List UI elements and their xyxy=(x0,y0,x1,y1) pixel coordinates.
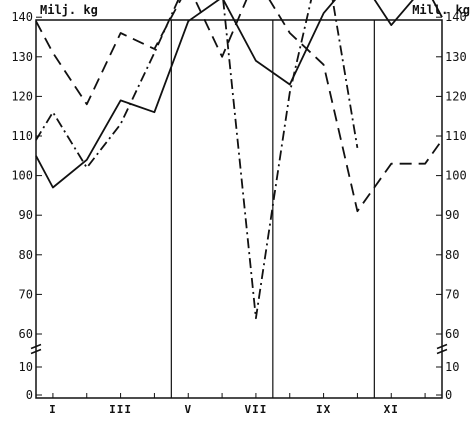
right-y-tick-label: 140 xyxy=(445,10,467,24)
x-tick-label: III xyxy=(109,403,132,416)
left-y-tick-label: 110 xyxy=(11,129,33,143)
plot-frame xyxy=(35,19,443,399)
right-y-tick-label: 130 xyxy=(445,50,467,64)
right-y-tick-label: 90 xyxy=(445,208,459,222)
right-y-tick-label: 100 xyxy=(445,169,467,183)
axis-break-mark xyxy=(436,348,448,355)
left-y-tick-label: 130 xyxy=(11,50,33,64)
axis-break-mark xyxy=(30,343,42,350)
left-y-tick-label: 140 xyxy=(11,10,33,24)
x-tick-label: VII xyxy=(244,403,267,416)
right-y-tick-label: 80 xyxy=(445,248,459,262)
right-y-tick-label: 110 xyxy=(445,129,467,143)
x-tick-label: IX xyxy=(316,403,331,416)
right-y-tick-label: 10 xyxy=(445,360,459,374)
axis-breaks xyxy=(30,343,448,355)
axis-break-mark xyxy=(30,348,42,355)
x-tick-label: XI xyxy=(384,403,399,416)
left-y-tick-label: 0 xyxy=(26,388,33,402)
left-unit-label: Milj. kg xyxy=(40,3,98,17)
left-y-axis: 01060708090100110120130140150 xyxy=(11,10,42,402)
left-y-tick-label: 10 xyxy=(19,360,33,374)
right-y-tick-label: 70 xyxy=(445,287,459,301)
quarter-dividers xyxy=(170,20,375,398)
left-y-tick-label: 100 xyxy=(11,169,33,183)
axis-break-mark xyxy=(436,343,448,350)
series-line-dashed xyxy=(35,0,443,213)
series-line-dashdot xyxy=(35,0,359,320)
series-line-solid xyxy=(35,0,443,189)
right-y-tick-label: 120 xyxy=(445,89,467,103)
right-y-tick-label: 0 xyxy=(445,388,452,402)
x-tick-label: I xyxy=(49,403,57,416)
left-y-tick-label: 120 xyxy=(11,89,33,103)
left-y-tick-label: 60 xyxy=(19,327,33,341)
right-unit-label: Mill. kg xyxy=(412,3,470,17)
right-y-axis: 01060708090100110120130140150 xyxy=(436,10,467,402)
left-y-tick-label: 80 xyxy=(19,248,33,262)
x-tick-label: V xyxy=(184,403,192,416)
left-y-tick-label: 70 xyxy=(19,287,33,301)
right-y-tick-label: 60 xyxy=(445,327,459,341)
series-lines xyxy=(35,0,443,320)
left-y-tick-label: 90 xyxy=(19,208,33,222)
x-axis: I III V VII IX XI xyxy=(49,393,426,416)
